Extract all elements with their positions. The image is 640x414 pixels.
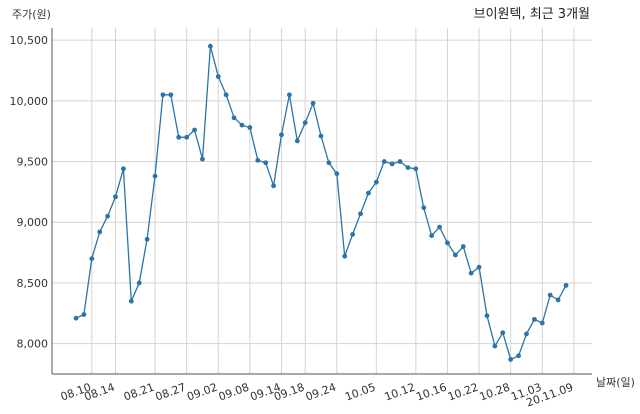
price-point (334, 171, 340, 177)
price-point (452, 252, 458, 258)
price-point (310, 100, 316, 106)
price-point (547, 292, 553, 298)
price-point (263, 160, 269, 166)
x-tick-label: 10.28 (478, 381, 512, 404)
price-point (255, 157, 261, 163)
price-point (128, 298, 134, 304)
axes (51, 28, 592, 375)
price-point (152, 173, 158, 179)
price-point (563, 282, 569, 288)
price-point (192, 127, 197, 133)
price-point (381, 159, 387, 164)
price-point (81, 312, 87, 317)
price-point (318, 133, 324, 139)
price-point (176, 134, 182, 140)
price-point (531, 316, 537, 322)
price-point (437, 224, 442, 230)
price-point (373, 179, 379, 185)
price-point (121, 166, 126, 172)
price-point (279, 132, 284, 138)
price-series (73, 43, 569, 362)
y-tick-label: 9,500 (17, 156, 49, 169)
y-tick-label: 9,000 (17, 216, 49, 229)
x-tick-label: 08.21 (122, 381, 156, 404)
price-point (413, 166, 419, 172)
y-tick-label: 8,000 (17, 338, 49, 351)
price-point (516, 353, 521, 359)
price-point (460, 244, 466, 249)
price-point (97, 229, 103, 235)
x-tick-label: 10.12 (383, 381, 417, 404)
price-point (239, 122, 245, 128)
price-point (73, 315, 79, 321)
price-point (223, 92, 229, 98)
x-tick-label: 09.08 (217, 381, 251, 404)
price-point (113, 194, 118, 200)
price-point (231, 115, 237, 121)
price-point (136, 280, 142, 286)
price-point (555, 297, 561, 303)
x-tick-label: 10.16 (414, 381, 448, 404)
y-tick-label: 8,500 (17, 277, 49, 290)
price-point (397, 159, 403, 164)
price-point (421, 205, 427, 211)
price-point (302, 120, 308, 126)
price-point (429, 233, 435, 239)
x-tick-label: 10.22 (446, 381, 480, 404)
price-point (476, 264, 482, 270)
chart-title: 브이원텍, 최근 3개월 (474, 7, 590, 22)
price-point (168, 92, 174, 98)
price-point (484, 313, 490, 319)
y-tick-label: 10,500 (10, 34, 49, 47)
price-point (286, 92, 292, 98)
price-point (508, 357, 514, 362)
price-point (405, 165, 411, 171)
price-point (492, 343, 498, 349)
price-point (89, 256, 95, 262)
price-line (75, 46, 567, 361)
price-point (539, 320, 545, 326)
price-point (271, 183, 276, 189)
price-point (105, 213, 111, 219)
price-point (445, 240, 450, 246)
price-point (294, 138, 300, 144)
price-point (215, 74, 221, 79)
price-point (342, 253, 348, 259)
x-tick-label: 09.02 (185, 381, 219, 404)
price-point (207, 43, 213, 49)
price-point (468, 270, 474, 276)
x-axis-title: 날짜(일) (596, 375, 635, 389)
price-point (500, 330, 506, 336)
price-point (366, 190, 371, 196)
y-axis-title: 주가(원) (12, 8, 51, 21)
x-tick-label: 10.05 (343, 381, 377, 404)
price-point (184, 134, 190, 140)
price-point (389, 161, 395, 167)
price-point (160, 92, 166, 98)
y-tick-label: 10,000 (10, 95, 49, 108)
grid (52, 28, 592, 374)
x-tick-label: 08.27 (154, 381, 188, 404)
price-point (524, 331, 529, 337)
price-point (200, 156, 205, 162)
price-point (144, 236, 150, 242)
price-point (358, 211, 363, 217)
price-point (350, 231, 356, 237)
x-tick-label: 09.24 (304, 381, 338, 404)
price-point (247, 125, 253, 130)
price-point (326, 160, 332, 166)
